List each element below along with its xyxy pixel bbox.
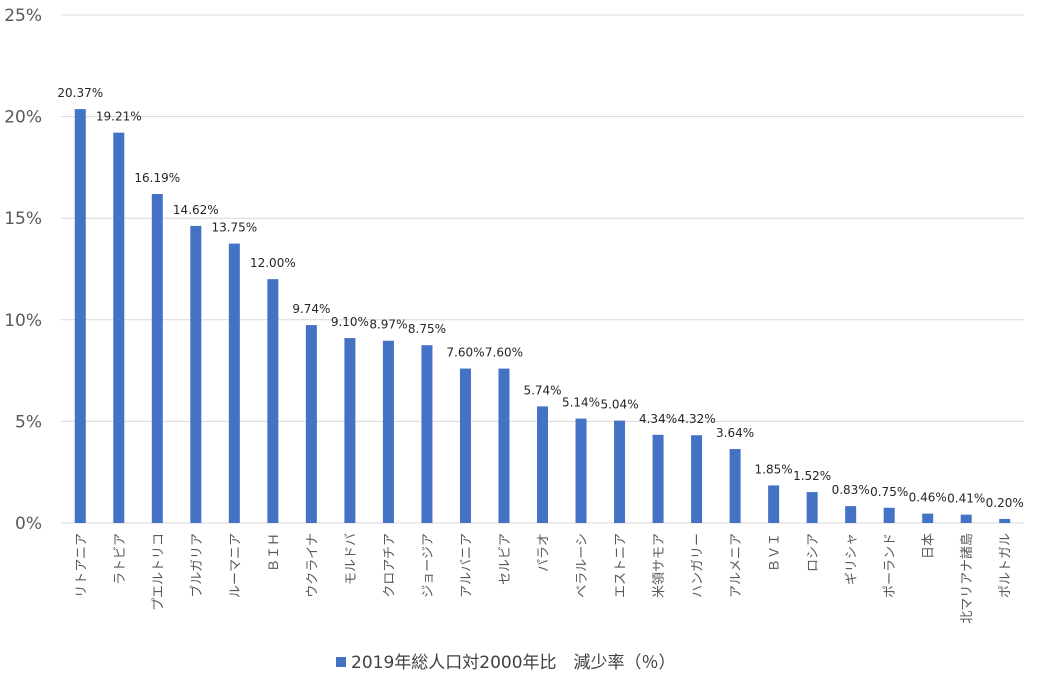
data-label: 1.85% [755,462,793,476]
y-tick-label: 25% [4,6,42,26]
bar [845,506,857,523]
data-label: 5.14% [562,396,600,410]
bar [267,279,279,523]
data-label: 0.41% [947,492,985,506]
data-label: 0.75% [870,485,908,499]
data-label: 7.60% [485,346,523,360]
category-label: クロアチア [382,533,397,598]
legend: 2019年総人口対2000年比 減少率（％） [336,653,676,673]
bar [922,513,934,523]
bar [883,507,895,523]
data-label: 19.21% [96,110,142,124]
category-label: アルバニア [459,533,474,598]
data-label: 9.74% [292,302,330,316]
category-label: ポーランド [883,533,898,598]
category-label: ハンガリー [691,533,706,598]
y-tick-label: 0% [15,514,42,534]
bar [652,434,664,523]
bar [305,325,317,523]
category-label: セルビア [498,533,513,585]
category-label: プエルトリコ [151,533,166,611]
y-tick-label: 10% [4,311,42,331]
data-label: 13.75% [211,221,257,235]
legend-swatch [336,657,346,667]
category-label: ラトビア [113,533,128,585]
bar [537,406,548,523]
gridlines [61,14,1024,524]
bar [421,345,433,523]
data-label: 12.00% [250,256,296,270]
data-label: 1.52% [793,469,831,483]
data-label: 0.83% [832,483,870,497]
data-label: 0.20% [986,496,1024,510]
data-label: 7.60% [446,346,484,360]
bar [113,132,125,523]
category-label: ジョージア [421,533,436,598]
category-label: ＢＩＨ [267,533,282,572]
category-label: ウクライナ [305,533,320,598]
y-axis-ticks: 0% 5% 10% 15% 20% 25% [4,6,42,534]
data-labels: 20.37% 19.21% 16.19% 14.62% 13.75% 12.00% 9.74… [57,86,1023,510]
data-label: 8.97% [369,318,407,332]
category-label: アルメニア [729,533,744,598]
category-labels: リトアニア ラトビア プエルトリコ ブルガリア ルーマニア ＢＩＨ ウクライナ モルドバ クロア… [74,533,1013,624]
category-label: 米領サモア [651,533,667,598]
data-label: 4.34% [639,412,677,426]
bar [74,109,86,523]
bar [691,435,703,523]
category-label: ベラルーシ [575,533,590,598]
bar [806,492,818,523]
legend-label: 2019年総人口対2000年比 減少率（％） [351,653,676,673]
category-label: ブルガリア [189,533,205,598]
category-label: パラオ [537,533,552,572]
data-label: 5.74% [523,383,561,397]
bar [344,338,356,523]
y-tick-label: 5% [15,412,42,432]
category-label: ルーマニア [228,533,243,598]
y-tick-label: 15% [4,209,42,229]
category-label: エストニア [614,533,629,598]
y-tick-label: 20% [4,108,42,128]
category-label: ロシア [806,533,821,572]
bar [960,514,972,523]
category-label: モルドバ [344,533,359,585]
bar [999,518,1011,523]
bar [575,418,587,523]
bar [228,243,240,523]
data-label: 0.46% [909,491,947,505]
bars [74,109,1011,523]
data-label: 8.75% [408,322,446,336]
data-label: 14.62% [173,203,219,217]
bar [151,194,163,523]
category-label: ポルトガル [999,533,1014,598]
category-label: 日本 [922,533,937,559]
bar [729,449,741,523]
bar [382,340,394,523]
data-label: 9.10% [331,315,369,329]
category-label: ギリシャ [845,533,860,585]
category-label: リトアニア [74,533,89,598]
data-label: 4.32% [678,412,716,426]
bar [498,368,510,523]
data-label: 16.19% [134,171,180,185]
data-label: 3.64% [716,426,754,440]
data-label: 5.04% [600,398,638,412]
data-label: 20.37% [57,86,103,100]
bar [614,420,626,523]
category-label: ＢＶＩ [768,533,783,572]
bar [768,485,780,523]
bar [459,368,471,523]
bar [190,225,202,523]
category-label: 北マリアナ諸島 [959,533,975,624]
